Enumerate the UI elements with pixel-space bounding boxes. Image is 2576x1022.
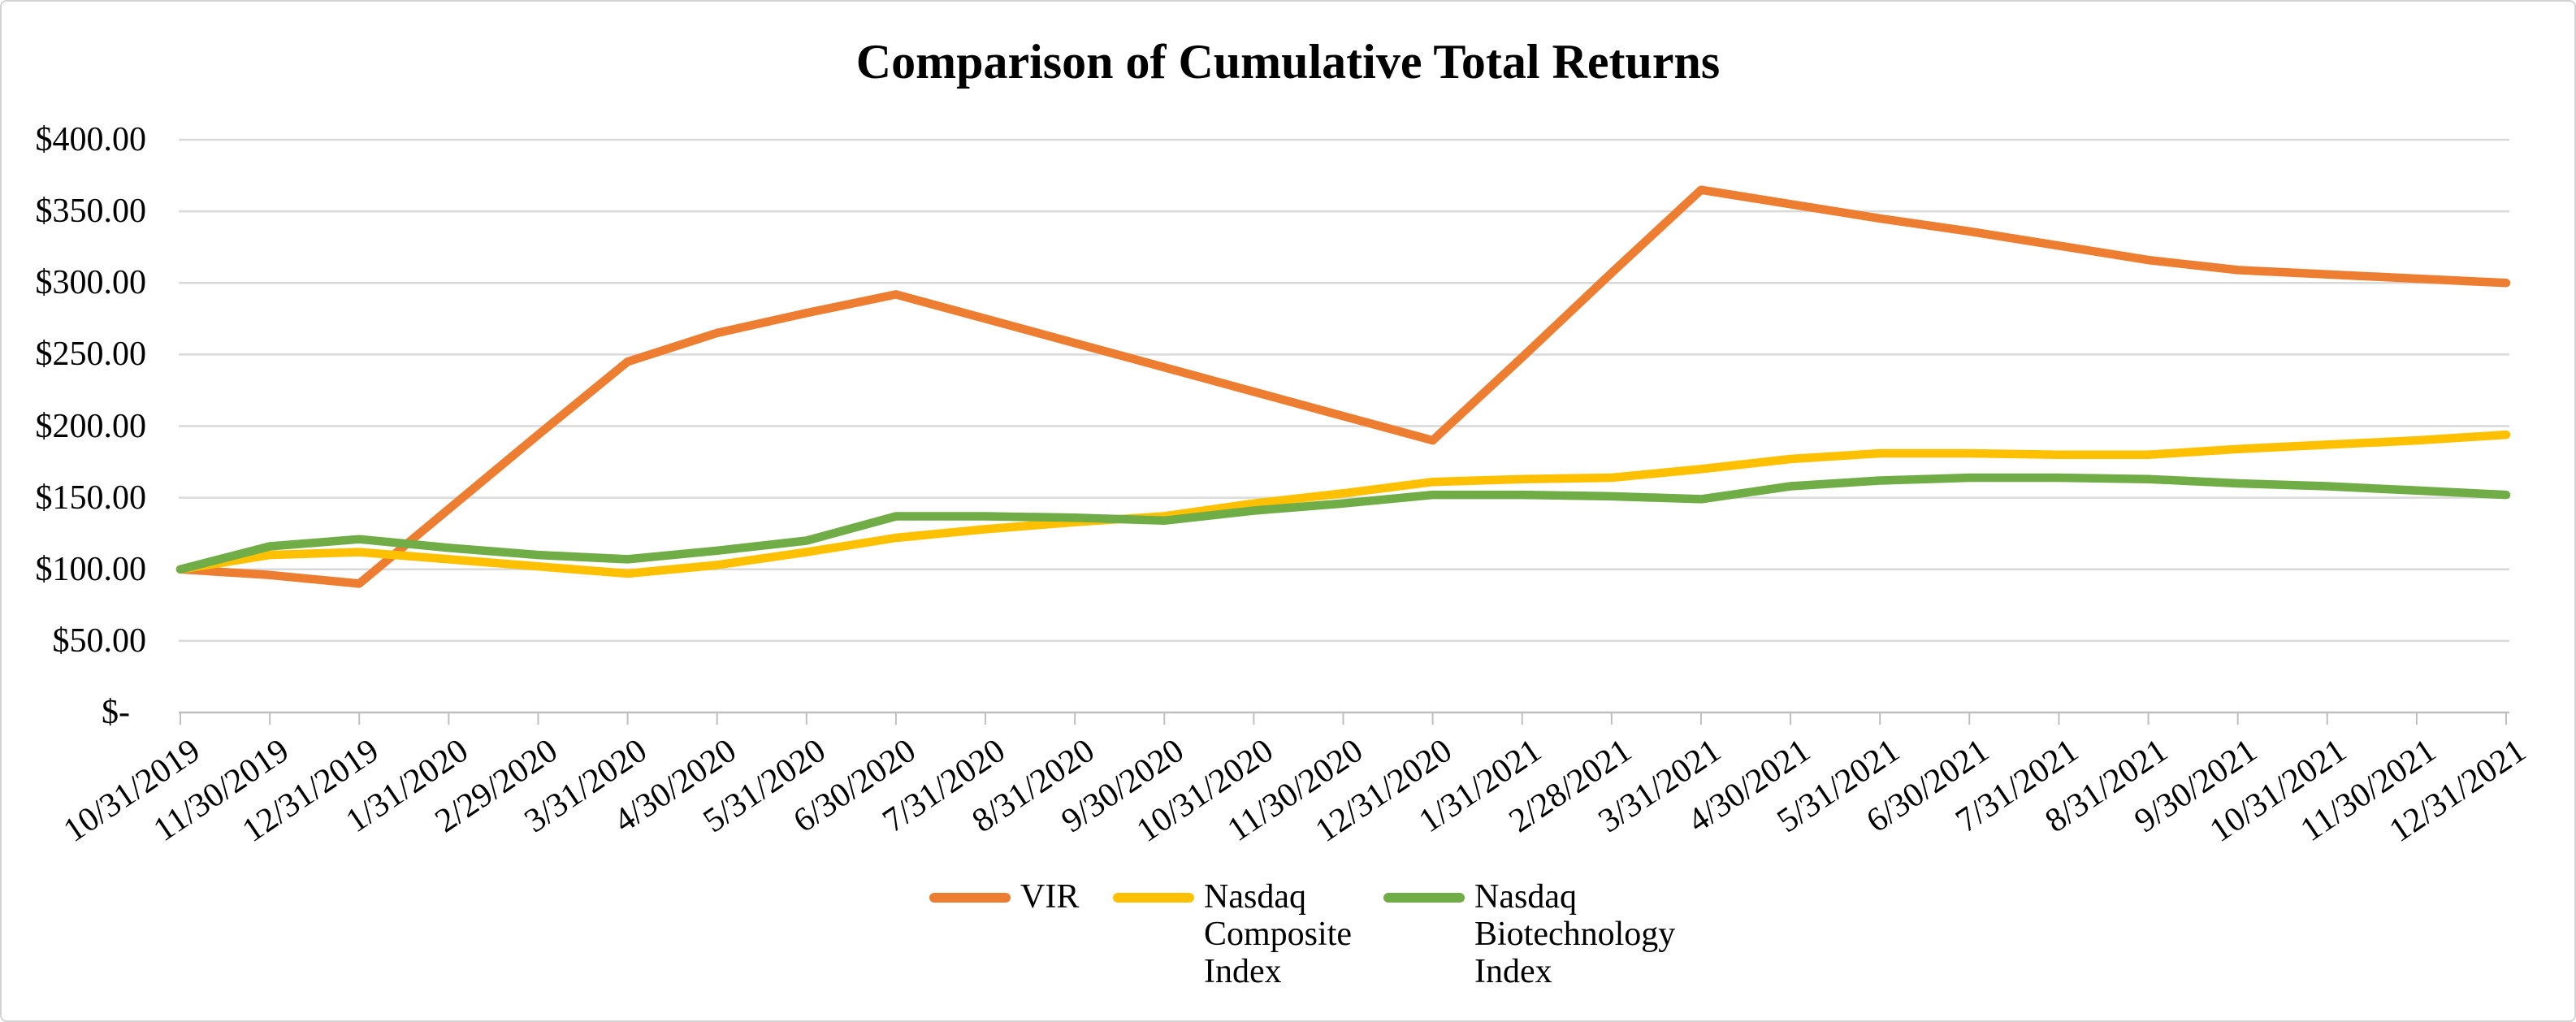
legend-label-line: Nasdaq — [1204, 878, 1306, 916]
y-axis-tick-label: $- — [102, 694, 130, 731]
series-line-nasdaq-biotechnology-index — [175, 473, 2511, 574]
legend-label-line: Index — [1474, 953, 1552, 990]
legend-swatch-vir — [929, 893, 1011, 903]
chart-title: Comparison of Cumulative Total Returns — [855, 35, 1721, 89]
legend-label-line: Composite — [1204, 916, 1353, 953]
y-axis-tick-label: $350.00 — [35, 193, 147, 231]
legend-swatch-nasdaq-composite-index — [1113, 893, 1194, 903]
legend-label-vir: VIR — [1020, 878, 1079, 916]
legend-label-nasdaq-biotechnology-index: Nasdaq Biotechnology Index — [1474, 878, 1675, 990]
y-axis-tick-label: $400.00 — [35, 121, 147, 158]
y-axis-tick-label: $50.00 — [52, 621, 147, 660]
series-line-nasdaq-composite-index — [175, 430, 2511, 578]
legend-label-line: VIR — [1020, 878, 1080, 916]
y-axis-tick-label: $100.00 — [35, 550, 147, 588]
y-axis-tick-label: $300.00 — [35, 264, 147, 302]
y-axis-tick-label: $150.00 — [35, 479, 147, 517]
legend-label-line: Biotechnology — [1474, 916, 1676, 953]
y-axis-tick-label: $250.00 — [35, 336, 147, 374]
legend-label-nasdaq-composite-index: Nasdaq Composite Index — [1204, 878, 1352, 990]
legend-label-line: Index — [1204, 953, 1282, 990]
legend-label-line: Nasdaq — [1474, 878, 1577, 916]
y-axis-tick-label: $200.00 — [35, 407, 147, 445]
series-line-vir — [175, 185, 2511, 588]
legend-swatch-nasdaq-biotechnology-index — [1383, 893, 1465, 903]
